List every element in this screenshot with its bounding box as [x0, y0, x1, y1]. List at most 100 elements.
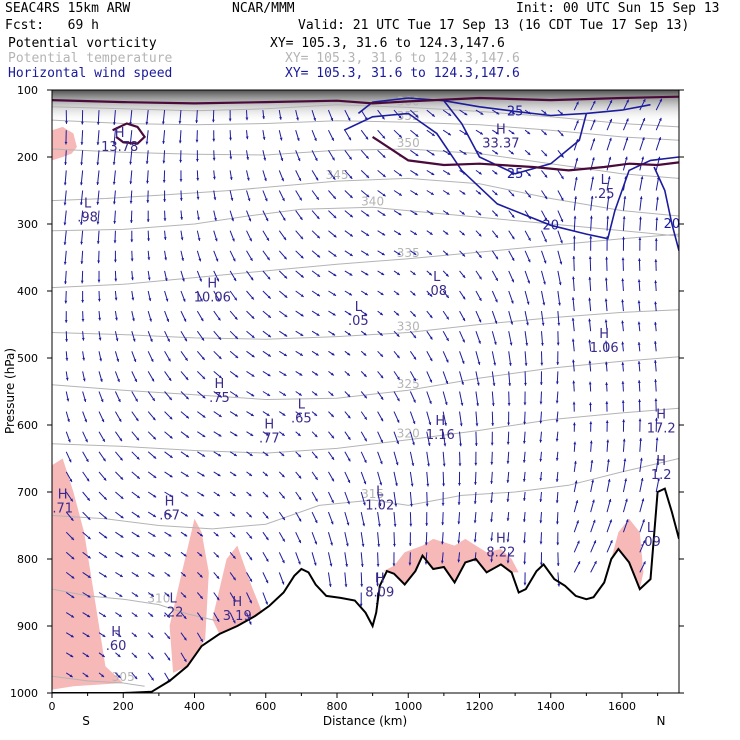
- wind-vector-head: [574, 480, 578, 484]
- wind-vector-head: [478, 340, 481, 344]
- wind-vector-head: [398, 232, 402, 235]
- wind-vector-head: [429, 358, 433, 362]
- wind-vector-head: [441, 522, 445, 526]
- rh-fill-region: [611, 518, 644, 590]
- wind-vector-head: [444, 402, 448, 405]
- wind-vector-head: [415, 153, 419, 157]
- wind-vector-head: [228, 118, 232, 122]
- wind-vector-head: [183, 318, 187, 322]
- wind-vector-head: [316, 196, 319, 200]
- wind-vector-head: [366, 175, 370, 178]
- wind-vector-head: [409, 523, 413, 527]
- wind-vector-head: [659, 98, 662, 102]
- wind-vector-head: [527, 280, 531, 284]
- wind-vector-head: [506, 499, 510, 502]
- wind-vector-head: [114, 297, 118, 301]
- wind-vector-head: [130, 220, 133, 223]
- wind-vector-head: [494, 213, 498, 217]
- wind-vector-head: [265, 601, 268, 605]
- wind-vector-head: [556, 362, 560, 365]
- wind-vector-head: [299, 372, 303, 376]
- wind-vector-head: [523, 421, 527, 425]
- wind-vector-head: [145, 121, 149, 125]
- wind-vector-head: [314, 455, 318, 459]
- wind-vector-head: [147, 238, 150, 242]
- wind-vector-head: [330, 393, 334, 396]
- wind-vector-head: [281, 560, 285, 564]
- wind-vector-head: [625, 519, 629, 523]
- wind-vector-head: [87, 517, 91, 520]
- wind-vector-head: [490, 481, 494, 484]
- wind-vector-head: [653, 360, 657, 363]
- wind-vector-head: [131, 297, 135, 301]
- wind-vector-head: [429, 232, 433, 235]
- wind-vector-head: [588, 360, 592, 364]
- wind-vector-head: [300, 294, 304, 297]
- wind-vector-head: [85, 674, 89, 678]
- wind-vector-head: [117, 379, 120, 383]
- wind-vector-head: [234, 433, 238, 437]
- wind-vector-head: [195, 139, 199, 143]
- wind-vector-head: [314, 476, 318, 480]
- wind-vector-head: [398, 212, 402, 216]
- wind-vector-head: [394, 503, 398, 507]
- wind-vector-head: [462, 339, 465, 343]
- wind-vector-head: [347, 352, 351, 356]
- wind-vector-head: [459, 443, 462, 447]
- wind-vector-head: [396, 333, 400, 337]
- wind-vector-head: [230, 197, 234, 201]
- wind-vector-head: [522, 459, 526, 463]
- wind-vector-head: [234, 335, 238, 339]
- wind-vector-head: [491, 423, 495, 426]
- wind-vector-head: [605, 401, 609, 404]
- wind-vector-head: [654, 280, 658, 284]
- wind-vector-head: [232, 258, 236, 262]
- wind-vector-head: [571, 338, 575, 342]
- wind-vector-head: [411, 463, 415, 466]
- wind-vector-head: [265, 515, 269, 519]
- wind-vector-head: [589, 440, 593, 444]
- wind-vector-head: [169, 416, 173, 420]
- x-tick-label: 1400: [537, 700, 565, 713]
- pressure-center-letter: L: [376, 484, 384, 499]
- wind-vector-head: [202, 434, 206, 437]
- wind-vector-head: [408, 543, 412, 547]
- wind-vector-head: [70, 517, 74, 521]
- wind-vector-head: [495, 151, 499, 155]
- wind-vector-head: [457, 521, 461, 525]
- wind-vector-head: [572, 235, 576, 239]
- wind-vector-head: [146, 200, 150, 203]
- wind-vector-head: [249, 257, 253, 261]
- wind-vector-head: [316, 216, 320, 220]
- wind-vector-head: [396, 419, 400, 423]
- wind-vector-head: [556, 342, 560, 346]
- wind-vector-head: [525, 342, 529, 346]
- wind-vector-head: [99, 358, 103, 362]
- wind-vector-head: [81, 318, 85, 322]
- wind-vector-head: [594, 561, 597, 565]
- theta-contour: [52, 309, 679, 340]
- wind-vector-head: [641, 137, 645, 141]
- wind-vector-head: [82, 357, 86, 361]
- y-tick-label: 600: [17, 419, 38, 432]
- wind-vector-head: [382, 154, 386, 158]
- wind-vector-head: [557, 322, 561, 326]
- wind-vector-head: [263, 157, 267, 161]
- wind-vector-head: [112, 181, 116, 185]
- wind-vector-head: [656, 196, 659, 200]
- wind-vector-head: [212, 138, 216, 142]
- wind-vector-head: [283, 237, 287, 241]
- wind-vector-head: [231, 218, 234, 222]
- wind-vector-head: [360, 584, 364, 587]
- wind-vector-head: [167, 573, 171, 577]
- wind-vector-head: [217, 317, 221, 321]
- wind-vector-head: [363, 481, 367, 485]
- wind-vector-head: [441, 541, 444, 545]
- wind-vector-head: [642, 118, 646, 122]
- wind-vector-head: [380, 375, 384, 379]
- wind-vector-head: [329, 563, 333, 567]
- wind-vector-head: [576, 101, 579, 105]
- pressure-center-value: .25: [594, 187, 615, 202]
- theta-contour-label: 335: [397, 246, 420, 260]
- wind-vector-head: [654, 259, 658, 262]
